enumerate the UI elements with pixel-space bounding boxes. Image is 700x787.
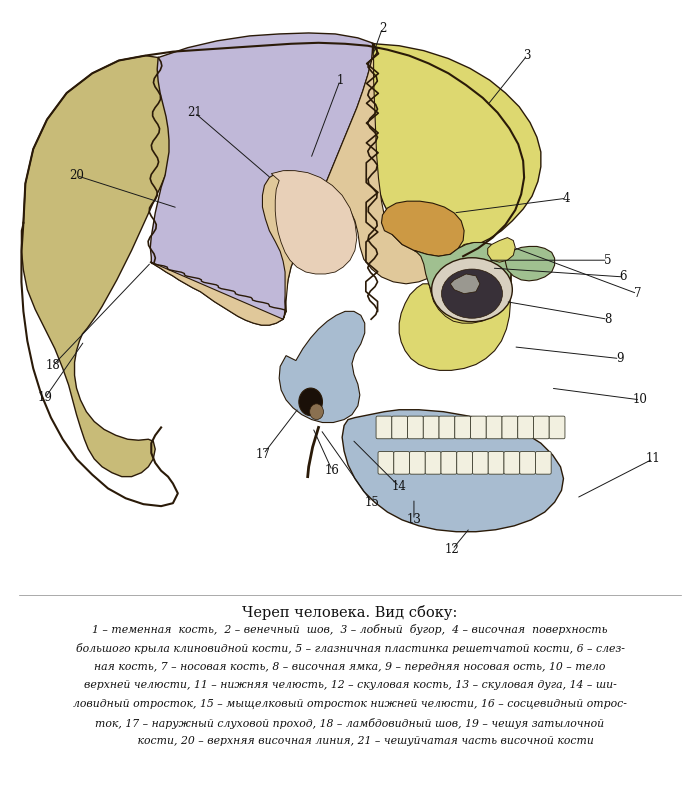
- Text: 20: 20: [69, 169, 84, 182]
- FancyBboxPatch shape: [533, 416, 550, 439]
- Text: 1 – теменная  кость,  2 – венечный  шов,  3 – лобный  бугор,  4 – височная  пове: 1 – теменная кость, 2 – венечный шов, 3 …: [92, 624, 608, 635]
- Polygon shape: [450, 274, 480, 294]
- FancyBboxPatch shape: [392, 416, 407, 439]
- Text: 4: 4: [563, 192, 570, 205]
- FancyBboxPatch shape: [518, 416, 533, 439]
- Text: ловидный отросток, 15 – мыщелковый отросток нижней челюсти, 16 – сосцевидный отр: ловидный отросток, 15 – мыщелковый отрос…: [73, 699, 627, 709]
- FancyBboxPatch shape: [378, 452, 394, 474]
- Text: 15: 15: [364, 496, 379, 508]
- FancyBboxPatch shape: [486, 416, 502, 439]
- FancyBboxPatch shape: [394, 452, 410, 474]
- FancyBboxPatch shape: [550, 416, 565, 439]
- FancyBboxPatch shape: [455, 416, 470, 439]
- FancyBboxPatch shape: [426, 452, 441, 474]
- Text: 12: 12: [445, 543, 460, 556]
- FancyBboxPatch shape: [502, 416, 518, 439]
- FancyBboxPatch shape: [456, 452, 473, 474]
- Polygon shape: [22, 56, 176, 477]
- FancyBboxPatch shape: [470, 416, 486, 439]
- Text: 14: 14: [392, 480, 407, 493]
- FancyBboxPatch shape: [376, 416, 392, 439]
- Text: 6: 6: [620, 271, 627, 283]
- FancyBboxPatch shape: [519, 452, 536, 474]
- Text: 21: 21: [187, 106, 202, 119]
- FancyBboxPatch shape: [504, 452, 519, 474]
- Text: Череп человека. Вид сбоку:: Череп человека. Вид сбоку:: [242, 604, 458, 619]
- Text: 13: 13: [407, 513, 421, 527]
- Text: 9: 9: [616, 352, 623, 365]
- FancyBboxPatch shape: [473, 452, 488, 474]
- Text: 1: 1: [337, 74, 344, 87]
- Polygon shape: [382, 201, 464, 257]
- FancyBboxPatch shape: [407, 416, 424, 439]
- Text: 11: 11: [645, 453, 660, 465]
- Polygon shape: [279, 312, 365, 423]
- Text: 19: 19: [38, 391, 52, 405]
- Text: 8: 8: [604, 312, 611, 326]
- Text: 3: 3: [524, 49, 531, 62]
- Polygon shape: [372, 44, 541, 250]
- Polygon shape: [488, 238, 515, 262]
- Ellipse shape: [432, 258, 512, 322]
- Ellipse shape: [442, 269, 503, 318]
- FancyBboxPatch shape: [410, 452, 426, 474]
- FancyBboxPatch shape: [441, 452, 456, 474]
- FancyBboxPatch shape: [488, 452, 504, 474]
- Text: 16: 16: [325, 464, 340, 477]
- Polygon shape: [272, 171, 357, 274]
- Text: 10: 10: [633, 394, 648, 406]
- Text: верхней челюсти, 11 – нижняя челюсть, 12 – скуловая кость, 13 – скуловая дуга, 1: верхней челюсти, 11 – нижняя челюсть, 12…: [83, 680, 617, 690]
- Text: 7: 7: [634, 287, 641, 300]
- Polygon shape: [342, 410, 564, 532]
- Ellipse shape: [309, 404, 323, 419]
- Text: 18: 18: [46, 359, 60, 372]
- Text: 5: 5: [604, 253, 612, 267]
- Text: кости, 20 – верхняя височная линия, 21 – чешуйчатая часть височной кости: кости, 20 – верхняя височная линия, 21 –…: [106, 737, 594, 746]
- Text: 17: 17: [256, 448, 271, 460]
- Ellipse shape: [299, 388, 323, 416]
- Text: ток, 17 – наружный слуховой проход, 18 – ламбдовидный шов, 19 – чешуя затылочной: ток, 17 – наружный слуховой проход, 18 –…: [95, 718, 605, 729]
- Polygon shape: [428, 242, 511, 323]
- Text: 2: 2: [379, 21, 386, 35]
- Polygon shape: [151, 44, 460, 325]
- Text: ная кость, 7 – носовая кость, 8 – височная ямка, 9 – передняя носовая ость, 10 –: ная кость, 7 – носовая кость, 8 – височн…: [94, 662, 606, 671]
- FancyBboxPatch shape: [439, 416, 455, 439]
- Polygon shape: [505, 246, 554, 281]
- FancyBboxPatch shape: [424, 416, 439, 439]
- Polygon shape: [399, 282, 510, 371]
- Polygon shape: [150, 33, 375, 325]
- Polygon shape: [414, 242, 511, 317]
- FancyBboxPatch shape: [536, 452, 551, 474]
- Text: большого крыла клиновидной кости, 5 – глазничная пластинка решетчатой кости, 6 –: большого крыла клиновидной кости, 5 – гл…: [76, 643, 624, 654]
